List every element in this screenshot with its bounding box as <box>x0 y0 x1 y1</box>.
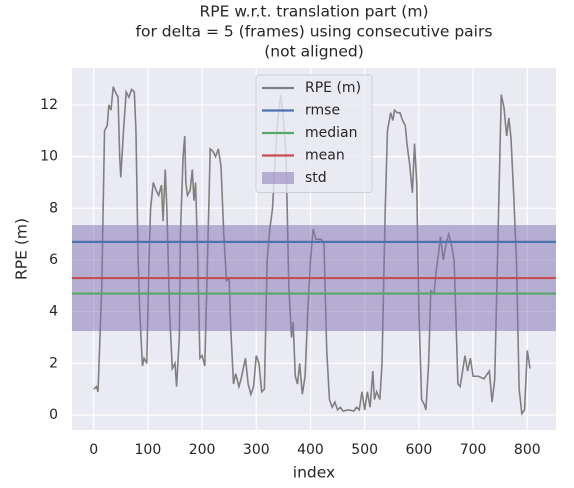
x-tick-label: 0 <box>89 442 98 458</box>
chart-title: RPE w.r.t. translation part (m) <box>199 3 428 21</box>
x-tick-label: 600 <box>406 442 433 458</box>
x-tick-label: 200 <box>189 442 216 458</box>
y-tick-label: 4 <box>49 304 58 320</box>
x-tick-label: 700 <box>460 442 487 458</box>
y-tick-label: 10 <box>40 149 58 165</box>
y-tick-label: 12 <box>40 97 58 113</box>
x-tick-label: 100 <box>135 442 162 458</box>
legend-label: RPE (m) <box>305 80 361 96</box>
y-tick-label: 2 <box>49 355 58 371</box>
legend-swatch <box>262 172 294 184</box>
y-tick-label: 0 <box>49 407 58 423</box>
chart-title: (not aligned) <box>264 43 364 61</box>
y-tick-label: 6 <box>49 252 58 268</box>
x-tick-label: 300 <box>243 442 270 458</box>
y-tick-label: 8 <box>49 200 58 216</box>
x-axis-label: index <box>293 464 335 482</box>
x-tick-label: 400 <box>297 442 324 458</box>
legend <box>255 74 373 193</box>
legend-label: rmse <box>305 103 340 119</box>
plot-area <box>72 86 556 416</box>
legend-label: std <box>305 170 327 186</box>
legend-label: mean <box>305 148 345 164</box>
chart-title: for delta = 5 (frames) using consecutive… <box>136 23 493 41</box>
legend-label: median <box>305 125 357 141</box>
y-axis-label: RPE (m) <box>13 218 31 280</box>
x-tick-label: 500 <box>351 442 378 458</box>
x-tick-label: 800 <box>514 442 541 458</box>
